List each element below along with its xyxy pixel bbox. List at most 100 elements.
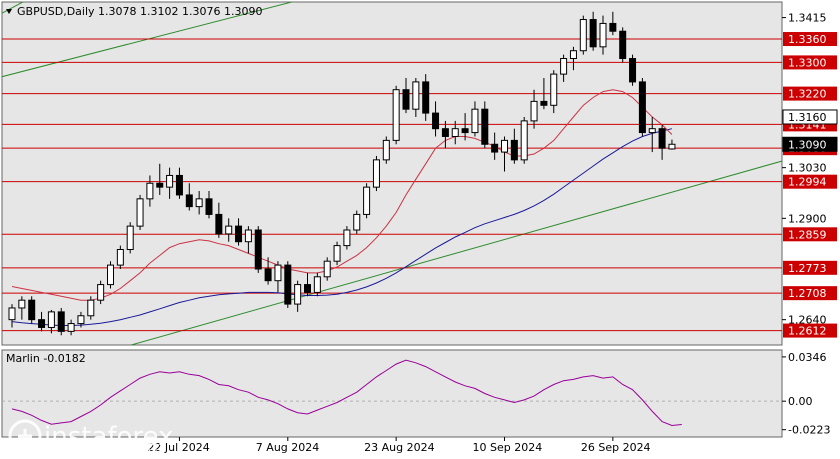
candle — [461, 113, 469, 141]
level-tag — [783, 260, 837, 275]
candle — [8, 304, 16, 328]
level-tag — [783, 227, 837, 242]
osc-tick-label: -0.0223 — [788, 424, 830, 437]
candle — [343, 226, 351, 250]
candle — [658, 124, 666, 160]
candle-body — [550, 73, 558, 106]
candle — [28, 296, 36, 324]
candle — [372, 155, 380, 192]
candle-body — [126, 225, 134, 251]
candle-body — [166, 174, 174, 188]
candle-body — [363, 186, 371, 215]
candle-body — [599, 22, 607, 48]
candle-body — [372, 159, 380, 188]
candle — [412, 78, 420, 117]
candle — [619, 27, 627, 63]
candle — [451, 120, 459, 145]
candle — [18, 296, 26, 320]
moving-averages — [11, 89, 673, 326]
price-marker-label: 1.3160 — [788, 111, 827, 124]
logo-cross-icon — [18, 429, 32, 443]
candle — [313, 272, 321, 297]
candle-body — [609, 22, 617, 32]
watermark-brand: instaforex — [44, 422, 173, 452]
candle — [530, 89, 538, 129]
candle-body — [57, 311, 65, 332]
candle-body — [589, 19, 597, 48]
candle — [294, 280, 302, 312]
marlin-line — [11, 359, 682, 427]
candle — [392, 85, 400, 145]
level-label: 1.2859 — [788, 228, 827, 241]
candle-body — [284, 264, 292, 305]
candle-body — [569, 50, 577, 60]
candle-body — [510, 139, 518, 161]
candle-body — [402, 89, 410, 110]
candle — [333, 241, 341, 266]
level-tag — [783, 323, 837, 338]
channel-line — [129, 160, 782, 345]
candle-body — [195, 198, 203, 208]
candle-body — [235, 225, 243, 243]
candle — [550, 70, 558, 114]
time-tick-label: 23 Aug 2024 — [364, 441, 434, 454]
candle — [501, 136, 508, 172]
main-panel — [1, 1, 783, 346]
candle-body — [382, 139, 390, 161]
candle — [441, 120, 449, 149]
candle-body — [668, 143, 676, 150]
price-tick-label: 1.3030 — [788, 162, 827, 175]
level-label: 1.3300 — [788, 56, 827, 69]
level-tag — [783, 86, 837, 101]
candle — [264, 257, 272, 285]
candle-body — [264, 268, 272, 282]
candle — [47, 309, 55, 334]
candle — [126, 222, 134, 254]
symbol-header: GBPUSD,Daily 1.3078 1.3102 1.3076 1.3090 — [17, 5, 262, 18]
candle-body — [136, 198, 144, 227]
price-tick-label: 1.2900 — [788, 212, 827, 225]
time-tick-label: 22 Jul 2024 — [147, 441, 209, 454]
candle — [402, 78, 410, 114]
time-tick-label: 10 Sep 2024 — [473, 441, 543, 454]
candle-body — [481, 108, 489, 145]
ma-fast-line — [11, 89, 673, 301]
candle-body — [619, 30, 627, 60]
candle — [304, 272, 311, 297]
candle — [323, 257, 331, 281]
candle-body — [530, 100, 538, 122]
candle-body — [304, 284, 311, 293]
level-label: 1.2612 — [788, 325, 827, 338]
candle — [254, 226, 262, 273]
candles — [8, 11, 676, 336]
candle — [629, 54, 637, 86]
candle — [363, 183, 371, 219]
candle-body — [392, 89, 400, 141]
level-tag — [783, 286, 837, 301]
price-marker-label: 1.3090 — [788, 138, 827, 151]
candle-body — [185, 194, 193, 208]
candle — [97, 280, 105, 305]
channel-line — [2, 2, 294, 78]
candle-body — [501, 139, 508, 153]
collapse-triangle-icon[interactable] — [6, 9, 12, 14]
candle-body — [274, 264, 282, 282]
candle — [116, 245, 124, 269]
candle-body — [648, 128, 656, 134]
indicator-label: Marlin -0.0182 — [6, 352, 86, 365]
candle — [166, 167, 174, 199]
candle — [579, 15, 587, 55]
candle-body — [225, 225, 233, 235]
candle-body — [471, 108, 479, 134]
level-label: 1.3360 — [788, 33, 827, 46]
candle-body — [353, 213, 361, 231]
candle-body — [107, 264, 114, 286]
candle — [146, 175, 154, 207]
candle — [520, 116, 528, 164]
candle — [540, 78, 548, 110]
candle-body — [175, 174, 183, 196]
candle-body — [146, 182, 154, 200]
candle — [225, 218, 233, 242]
candle — [215, 202, 223, 238]
